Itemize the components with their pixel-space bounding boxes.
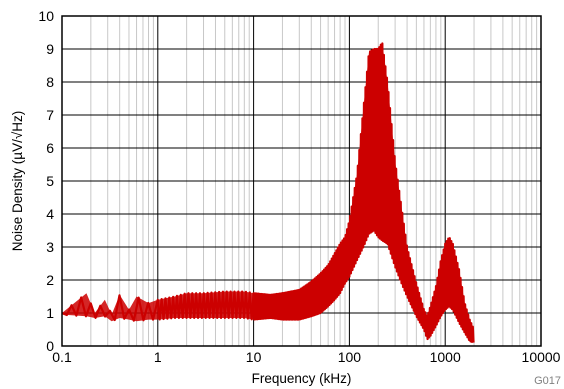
y-tick-label: 10 bbox=[38, 8, 54, 24]
x-tick-labels: 0.1 1 10 100 1000 10000 bbox=[52, 349, 560, 365]
y-tick-label: 7 bbox=[46, 107, 54, 123]
y-tick-label: 9 bbox=[46, 41, 54, 57]
y-tick-label: 1 bbox=[46, 305, 54, 321]
x-axis-title: Frequency (kHz) bbox=[252, 371, 352, 386]
y-tick-label: 5 bbox=[46, 173, 54, 189]
y-tick-label: 0 bbox=[46, 338, 54, 354]
x-tick-label: 1 bbox=[154, 349, 162, 365]
noise-density-series bbox=[61, 42, 475, 344]
y-tick-label: 2 bbox=[46, 272, 54, 288]
x-tick-label: 1000 bbox=[430, 349, 461, 365]
noise-trace bbox=[61, 42, 475, 344]
x-tick-label: 10000 bbox=[522, 349, 561, 365]
figure-code-label: G017 bbox=[534, 375, 561, 387]
y-tick-label: 4 bbox=[46, 206, 54, 222]
y-axis-title: Noise Density (µV/√Hz) bbox=[10, 111, 25, 251]
y-tick-label: 3 bbox=[46, 239, 54, 255]
y-tick-label: 8 bbox=[46, 74, 54, 90]
plot-frame bbox=[61, 15, 542, 347]
x-tick-label: 10 bbox=[246, 349, 262, 365]
y-tick-labels: 0 1 2 3 4 5 6 7 8 9 10 bbox=[38, 8, 54, 354]
x-tick-label: 0.1 bbox=[52, 349, 72, 365]
y-tick-label: 6 bbox=[46, 140, 54, 156]
x-tick-label: 100 bbox=[338, 349, 362, 365]
